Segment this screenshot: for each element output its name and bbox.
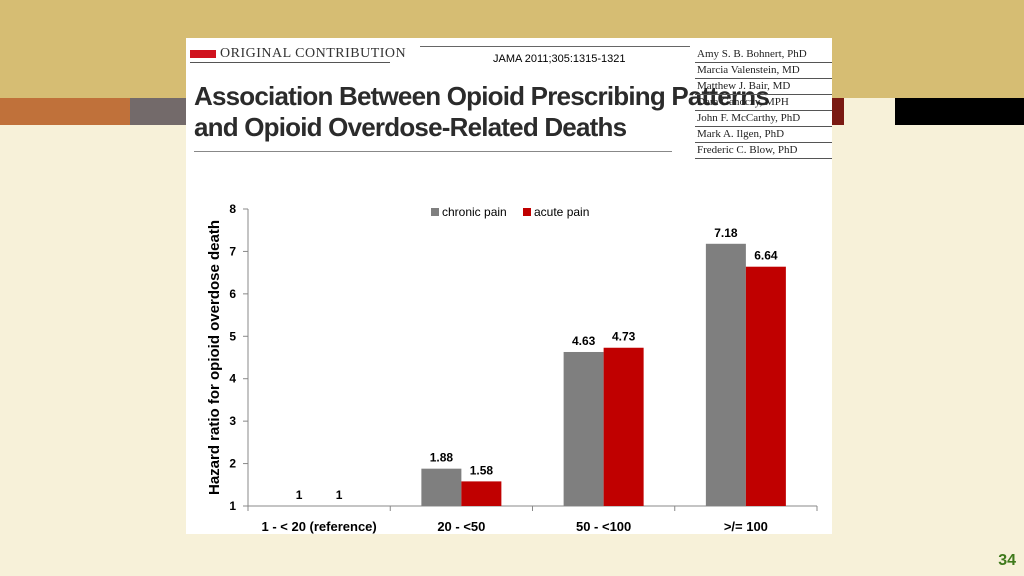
- hazard-ratio-bar-chart: 1 2 3 4 5 6 7 8 Hazard ratio for opioid overdose…: [206, 202, 818, 534]
- data-label: 6.64: [754, 249, 778, 263]
- title-line-2: and Opioid Overdose-Related Deaths: [194, 112, 627, 142]
- y-tick-label: 3: [229, 414, 236, 428]
- author-name: John F. McCarthy, PhD: [695, 111, 832, 127]
- legend-label: acute pain: [534, 205, 589, 219]
- author-name: Marcia Valenstein, MD: [695, 63, 832, 79]
- data-label: 1: [336, 488, 343, 502]
- header-label: ORIGINAL CONTRIBUTION: [220, 46, 407, 61]
- decor-strip-orange: [0, 98, 130, 125]
- title-line-1: Association Between Opioid Prescribing P…: [194, 81, 770, 111]
- y-tick-label: 8: [229, 202, 236, 216]
- author-list: Amy S. B. Bohnert, PhD Marcia Valenstein…: [695, 47, 832, 159]
- author-name: Frederic C. Blow, PhD: [695, 143, 832, 159]
- decor-strip-dark: [832, 98, 844, 125]
- article-card: ORIGINAL CONTRIBUTION JAMA 2011;305:1315…: [186, 38, 832, 534]
- title-rule: [194, 151, 672, 152]
- data-label: 7.18: [714, 226, 738, 240]
- author-name: Amy S. B. Bohnert, PhD: [695, 47, 832, 63]
- x-tick-label: 50 - <100: [576, 519, 631, 534]
- legend-swatch-chronic-pain: [431, 208, 439, 216]
- data-label: 1: [296, 488, 303, 502]
- bar-acute-pain: [461, 481, 502, 506]
- data-label: 4.73: [612, 330, 636, 344]
- x-tick-label: >/= 100: [724, 519, 768, 534]
- y-tick-label: 2: [229, 457, 236, 471]
- y-tick-label: 5: [229, 329, 236, 343]
- article-title: Association Between Opioid Prescribing P…: [194, 81, 770, 143]
- data-label: 4.63: [572, 334, 596, 348]
- data-label: 1.88: [430, 451, 454, 465]
- y-tick-label: 7: [229, 244, 236, 258]
- y-tick-label: 6: [229, 287, 236, 301]
- legend-swatch-acute-pain: [523, 208, 531, 216]
- author-name: Mark A. Ilgen, PhD: [695, 127, 832, 143]
- header-accent-bar: [190, 50, 216, 58]
- x-tick-label: 20 - <50: [437, 519, 485, 534]
- author-name: Dara Ganoczy, MPH: [695, 95, 832, 111]
- page-number: 34: [998, 552, 1016, 569]
- author-name: Matthew J. Bair, MD: [695, 79, 832, 95]
- bar-chronic-pain: [705, 243, 746, 506]
- bar-acute-pain: [745, 266, 786, 506]
- x-tick-label: 1 - < 20 (reference): [261, 519, 376, 534]
- decor-strip-black: [895, 98, 1024, 125]
- decor-strip-gray: [130, 98, 186, 125]
- bar-acute-pain: [603, 347, 644, 506]
- bar-chronic-pain: [421, 468, 462, 506]
- y-axis-title: Hazard ratio for opioid overdose death: [206, 220, 223, 495]
- legend-label: chronic pain: [442, 205, 507, 219]
- y-tick-label: 4: [229, 372, 236, 386]
- header-rule: [190, 62, 390, 63]
- journal-reference: JAMA 2011;305:1315-1321: [493, 53, 626, 65]
- bar-chronic-pain: [563, 351, 604, 506]
- top-rule: [420, 46, 690, 47]
- y-tick-label: 1: [229, 499, 236, 513]
- data-label: 1.58: [470, 463, 494, 477]
